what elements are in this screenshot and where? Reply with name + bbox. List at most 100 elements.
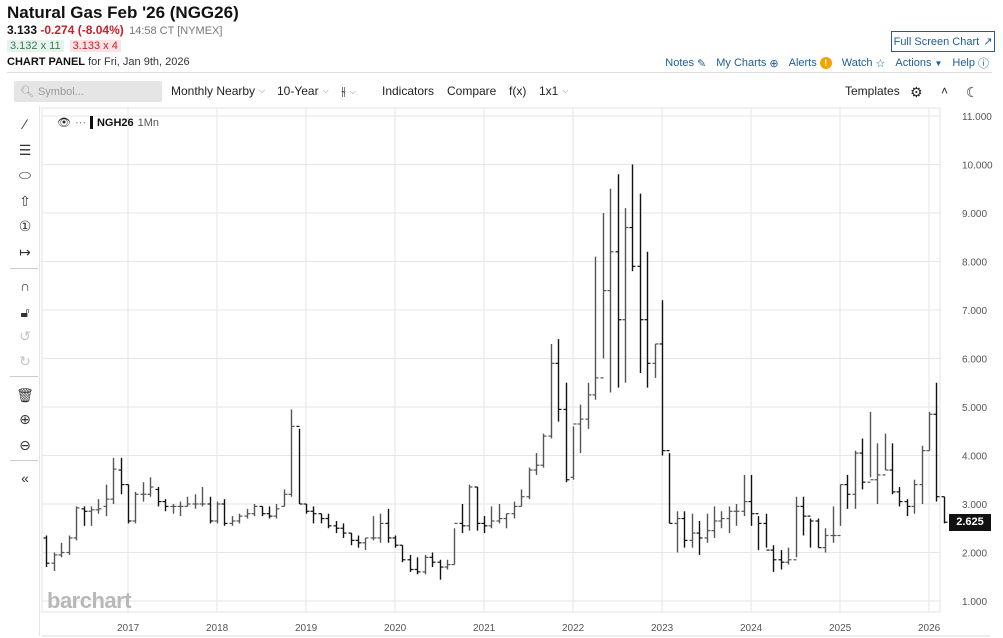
- actions-label: Actions: [895, 57, 932, 69]
- my-charts-label: My Charts: [716, 57, 767, 69]
- svg-text:2020: 2020: [384, 623, 407, 634]
- more-dots-icon[interactable]: ⋯: [74, 117, 86, 129]
- svg-text:2025: 2025: [829, 623, 852, 634]
- watch-link[interactable]: Watch ☆: [842, 57, 886, 70]
- fx-button[interactable]: f(x): [509, 84, 527, 98]
- actions-menu[interactable]: Actions ▼: [895, 57, 942, 69]
- quote-time: 14:58 CT [NYMEX]: [129, 25, 223, 37]
- layout-label: 1x1: [539, 84, 559, 98]
- svg-text:11.000: 11.000: [962, 112, 992, 123]
- notes-link[interactable]: Notes ✎: [665, 57, 706, 70]
- svg-text:4.000: 4.000: [962, 452, 987, 463]
- measure-tool-icon[interactable]: ↦: [19, 243, 31, 260]
- svg-text:2026: 2026: [918, 623, 941, 634]
- contract-title: Natural Gas Feb '26 (NGG26): [7, 3, 239, 22]
- drawing-toolbar: ∕ ☰ ⬭ ⇧ ① ↦ ∩ 🔓︎ ↺ ↻ 🗑︎ ⊕ ⊖ «: [0, 106, 40, 636]
- notes-label: Notes: [665, 57, 695, 69]
- collapse-chevrons-up-icon[interactable]: ˄: [941, 84, 949, 98]
- bid-ask: 3.132 x 11 3.133 x 4: [7, 40, 121, 52]
- plus-circle-icon: ⊕: [769, 57, 779, 70]
- barchart-logo: barchart: [47, 588, 132, 613]
- arrow-up-tool-icon[interactable]: ⇧: [19, 192, 31, 209]
- layout-dropdown[interactable]: 1x1 ⌵: [539, 84, 568, 98]
- symbol-search-input[interactable]: 🔍︎ Symbol...: [14, 81, 162, 102]
- templates-button[interactable]: Templates: [845, 84, 900, 98]
- svg-text:2.000: 2.000: [962, 549, 987, 560]
- quote-line: 3.133 -0.274 (-8.04%) 14:58 CT [NYMEX]: [7, 23, 222, 37]
- series-color-swatch: [89, 116, 93, 129]
- svg-text:2023: 2023: [651, 623, 674, 634]
- price-change: -0.274 (-8.04%): [40, 23, 124, 37]
- panel-date: for Fri, Jan 9th, 2026: [88, 56, 190, 68]
- svg-text:2017: 2017: [117, 623, 140, 634]
- svg-text:2024: 2024: [740, 623, 763, 634]
- last-price-tag: 2.625: [949, 514, 991, 531]
- zoom-out-icon[interactable]: ⊖: [19, 436, 31, 453]
- tool-divider: [10, 376, 38, 377]
- full-screen-label: Full Screen Chart: [893, 35, 980, 48]
- chevron-down-icon: ⌵: [322, 86, 329, 95]
- svg-text:2022: 2022: [562, 623, 585, 634]
- zoom-in-icon[interactable]: ⊕: [19, 410, 31, 427]
- caret-down-icon: ▼: [934, 58, 943, 68]
- svg-text:8.000: 8.000: [962, 258, 987, 269]
- period-dropdown[interactable]: Monthly Nearby ⌵: [171, 84, 265, 98]
- fibonacci-tool-icon[interactable]: ☰: [18, 141, 32, 158]
- period-label: Monthly Nearby: [171, 84, 256, 98]
- collapse-toolbar-icon[interactable]: «: [21, 470, 29, 486]
- help-label: Help: [952, 57, 975, 69]
- undo-icon[interactable]: ↺: [19, 327, 31, 344]
- bid: 3.132 x 11: [7, 40, 64, 52]
- redo-icon[interactable]: ↻: [19, 352, 31, 369]
- alert-icon: !: [819, 57, 832, 69]
- svg-text:3.000: 3.000: [962, 500, 987, 511]
- search-placeholder: Symbol...: [37, 85, 84, 98]
- chart-toolbar: 🔍︎ Symbol... Monthly Nearby ⌵ 10-Year ⌵ ⫳ ⌵…: [0, 80, 1003, 104]
- chart-panel-label: CHART PANEL for Fri, Jan 9th, 2026: [7, 56, 190, 68]
- expand-icon: ↗: [983, 36, 993, 48]
- unlock-icon[interactable]: 🔓︎: [20, 303, 30, 320]
- svg-text:2019: 2019: [295, 623, 318, 634]
- svg-text:7.000: 7.000: [962, 306, 987, 317]
- trash-icon[interactable]: 🗑︎: [16, 386, 34, 403]
- compare-button[interactable]: Compare: [447, 84, 497, 98]
- eye-icon[interactable]: 👁︎: [57, 117, 71, 129]
- shapes-tool-icon[interactable]: ⬭: [19, 166, 31, 183]
- ask: 3.133 x 4: [69, 40, 121, 52]
- help-link[interactable]: Help ⓘ: [952, 55, 989, 71]
- watch-label: Watch: [841, 57, 873, 69]
- magnet-icon[interactable]: ∩: [19, 278, 31, 294]
- trendline-tool-icon[interactable]: ∕: [23, 116, 27, 132]
- header-divider: [7, 72, 992, 73]
- tool-divider: [10, 268, 38, 269]
- svg-text:10.000: 10.000: [962, 161, 993, 172]
- range-dropdown[interactable]: 10-Year ⌵: [277, 84, 329, 98]
- chart-legend: 👁︎ ⋯ NGH26 1Mn: [57, 116, 159, 129]
- settings-gear-icon[interactable]: ⚙: [910, 84, 923, 100]
- ohlc-bar-icon: ⫳: [341, 84, 346, 98]
- dark-mode-moon-icon[interactable]: ☾: [966, 84, 979, 100]
- indicators-button[interactable]: Indicators: [382, 84, 435, 98]
- svg-text:1.000: 1.000: [962, 597, 987, 608]
- svg-text:2018: 2018: [206, 623, 229, 634]
- help-icon: ⓘ: [978, 58, 989, 70]
- alerts-link[interactable]: Alerts!: [789, 57, 832, 69]
- range-label: 10-Year: [277, 84, 319, 98]
- chart-type-dropdown[interactable]: ⫳ ⌵: [341, 84, 356, 99]
- search-icon: 🔍︎: [20, 86, 34, 98]
- my-charts-link[interactable]: My Charts ⊕: [716, 57, 778, 70]
- chevron-down-icon: ⌵: [562, 86, 569, 95]
- star-icon: ☆: [875, 57, 886, 70]
- legend-symbol: NGH26: [96, 116, 134, 129]
- panel-label-bold: CHART PANEL: [7, 56, 86, 68]
- alerts-label: Alerts: [788, 57, 817, 69]
- svg-text:9.000: 9.000: [962, 209, 987, 220]
- full-screen-chart-button[interactable]: Full Screen Chart ↗: [891, 31, 995, 52]
- annotation-number-icon[interactable]: ①: [18, 217, 32, 234]
- chevron-down-icon: ⌵: [349, 86, 356, 96]
- chevron-down-icon: ⌵: [259, 86, 266, 95]
- svg-text:5.000: 5.000: [962, 403, 987, 414]
- tool-divider: [10, 460, 38, 461]
- edit-icon: ✎: [697, 57, 707, 70]
- svg-text:2021: 2021: [473, 623, 496, 634]
